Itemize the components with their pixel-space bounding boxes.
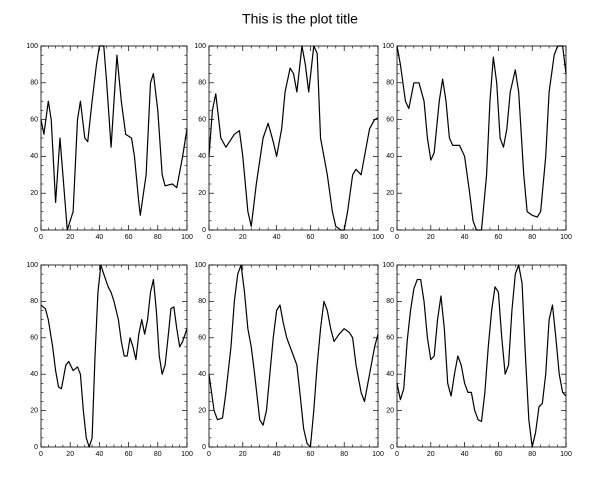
y-tick-label: 0 xyxy=(202,227,206,234)
y-tick-label: 100 xyxy=(382,43,394,50)
y-tick-label: 100 xyxy=(382,262,394,269)
y-tick-label: 60 xyxy=(198,335,206,342)
y-tick-label: 60 xyxy=(386,116,394,123)
x-tick-label: 40 xyxy=(96,451,104,458)
y-tick-label: 0 xyxy=(390,227,394,234)
x-tick-label: 60 xyxy=(307,234,315,241)
x-tick-label: 100 xyxy=(560,451,572,458)
y-tick-label: 0 xyxy=(390,444,394,451)
x-tick-label: 0 xyxy=(395,451,399,458)
y-tick-label: 20 xyxy=(386,190,394,197)
x-tick-label: 40 xyxy=(461,451,469,458)
x-tick-label: 80 xyxy=(340,451,348,458)
x-tick-label: 80 xyxy=(340,234,348,241)
y-tick-label: 20 xyxy=(198,407,206,414)
x-tick-label: 20 xyxy=(66,234,74,241)
x-tick-label: 100 xyxy=(372,451,384,458)
y-tick-label: 40 xyxy=(30,153,38,160)
y-tick-label: 80 xyxy=(198,298,206,305)
x-tick-label: 20 xyxy=(239,234,247,241)
x-tick-label: 100 xyxy=(181,234,193,241)
x-tick-label: 100 xyxy=(372,234,384,241)
y-tick-label: 40 xyxy=(30,371,38,378)
x-tick-label: 0 xyxy=(207,234,211,241)
x-tick-label: 0 xyxy=(39,451,43,458)
x-tick-label: 40 xyxy=(273,451,281,458)
y-tick-label: 40 xyxy=(386,371,394,378)
x-tick-label: 60 xyxy=(307,451,315,458)
y-tick-label: 20 xyxy=(30,407,38,414)
x-tick-label: 80 xyxy=(528,234,536,241)
x-tick-label: 40 xyxy=(461,234,469,241)
y-tick-label: 40 xyxy=(198,371,206,378)
y-tick-label: 20 xyxy=(386,407,394,414)
y-tick-label: 80 xyxy=(198,80,206,87)
y-tick-label: 40 xyxy=(198,153,206,160)
y-tick-label: 100 xyxy=(26,43,38,50)
x-tick-label: 0 xyxy=(39,234,43,241)
data-line xyxy=(396,264,567,448)
data-line xyxy=(40,45,188,231)
x-tick-label: 0 xyxy=(207,451,211,458)
x-tick-label: 40 xyxy=(96,234,104,241)
y-tick-label: 60 xyxy=(30,116,38,123)
data-line xyxy=(208,45,379,231)
x-tick-label: 20 xyxy=(427,234,435,241)
plot-title: This is the plot title xyxy=(242,11,358,27)
y-tick-label: 0 xyxy=(34,444,38,451)
y-tick-label: 100 xyxy=(26,262,38,269)
x-tick-label: 60 xyxy=(125,451,133,458)
y-tick-label: 60 xyxy=(198,116,206,123)
x-tick-label: 60 xyxy=(125,234,133,241)
x-tick-label: 0 xyxy=(395,234,399,241)
y-tick-label: 80 xyxy=(386,80,394,87)
x-tick-label: 100 xyxy=(181,451,193,458)
y-tick-label: 100 xyxy=(194,43,206,50)
y-tick-label: 20 xyxy=(30,190,38,197)
x-tick-label: 80 xyxy=(528,451,536,458)
x-tick-label: 60 xyxy=(495,234,503,241)
y-tick-label: 60 xyxy=(386,335,394,342)
x-tick-label: 20 xyxy=(427,451,435,458)
x-tick-label: 20 xyxy=(66,451,74,458)
y-tick-label: 80 xyxy=(30,298,38,305)
y-tick-label: 0 xyxy=(202,444,206,451)
y-tick-label: 0 xyxy=(34,227,38,234)
data-line xyxy=(40,264,188,448)
y-tick-label: 60 xyxy=(30,335,38,342)
y-tick-label: 20 xyxy=(198,190,206,197)
y-tick-label: 100 xyxy=(194,262,206,269)
x-tick-label: 20 xyxy=(239,451,247,458)
y-tick-label: 80 xyxy=(30,80,38,87)
x-tick-label: 40 xyxy=(273,234,281,241)
x-tick-label: 60 xyxy=(495,451,503,458)
x-tick-label: 80 xyxy=(154,234,162,241)
data-line xyxy=(396,45,567,231)
y-tick-label: 80 xyxy=(386,298,394,305)
x-tick-label: 80 xyxy=(154,451,162,458)
y-tick-label: 40 xyxy=(386,153,394,160)
data-line xyxy=(208,264,379,448)
x-tick-label: 100 xyxy=(560,234,572,241)
